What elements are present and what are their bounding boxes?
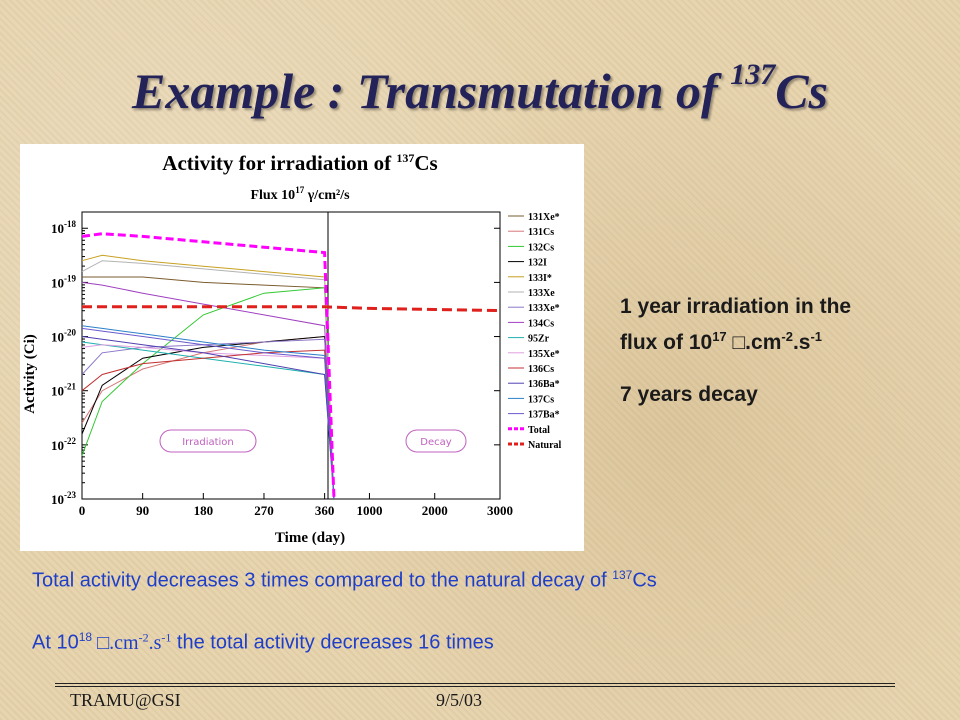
legend-entry: 133Xe*: [528, 303, 560, 314]
legend-entry: 95Zr: [528, 334, 550, 345]
legend-entry: Total: [528, 425, 550, 436]
region-label-box: [159, 429, 257, 453]
series-line: [81, 341, 335, 500]
legend-entry: 136Cs: [528, 364, 554, 375]
x-tick-label: 360: [315, 503, 335, 518]
chart: Activity for irradiation of 137Cs Flux 1…: [20, 144, 584, 551]
slide-title: Example : Transmutation of 137Cs: [131, 58, 829, 119]
legend-entry: 131Xe*: [528, 212, 560, 223]
x-tick-label: 0: [79, 503, 86, 518]
footer-org: TRAMU@GSI: [70, 690, 181, 710]
series-line: [81, 336, 335, 500]
decay-description: 7 years decay: [620, 383, 758, 406]
footer-divider: [55, 683, 895, 687]
x-tick-label: 180: [194, 503, 214, 518]
total-activity-note: Total activity decreases 3 times compare…: [32, 568, 657, 592]
series-line: [81, 325, 335, 500]
legend-entry: 135Xe*: [528, 349, 560, 360]
chart-subtitle: Flux 1017 γ/cm²/s: [250, 185, 350, 203]
x-axis-label: Time (day): [275, 530, 345, 546]
series-line: [81, 260, 335, 500]
x-tick-label: 270: [254, 503, 274, 518]
x-tick-label: 1000: [356, 503, 382, 518]
legend-entry: 132I: [528, 258, 547, 269]
y-tick-label: 10-21: [51, 382, 76, 399]
y-tick-label: 10-18: [51, 219, 76, 236]
x-tick-label: 90: [136, 503, 149, 518]
flux-note: At 1018 □.cm-2.s-1 the total activity de…: [32, 630, 494, 654]
series-line: [81, 338, 335, 500]
series-line: [81, 349, 335, 500]
footer-date: 9/5/03: [436, 690, 483, 710]
plot-frame: [81, 211, 501, 500]
region-label: Irradiation: [182, 437, 234, 448]
series-line: [81, 335, 335, 500]
series-line: [81, 327, 335, 500]
series-line: [81, 335, 335, 500]
irradiation-description: 1 year irradiation in the flux of 1017 □.…: [620, 295, 852, 354]
x-tick-label: 3000: [487, 503, 513, 518]
series-line: [81, 344, 335, 500]
legend-entry: 136Ba*: [528, 379, 560, 390]
legend-entry: 134Cs: [528, 318, 554, 329]
legend-entry: 131Cs: [528, 227, 554, 238]
legend-entry: 133I*: [528, 273, 552, 284]
info-panel: 1 year irradiation in the flux of 1017 □.…: [620, 292, 950, 432]
legend-entry: 137Cs: [528, 394, 554, 405]
y-tick-label: 10-22: [51, 436, 76, 453]
chart-title: Activity for irradiation of 137Cs: [162, 151, 437, 175]
region-label-box: [405, 429, 467, 453]
series-line: [81, 254, 335, 500]
x-tick-label: 2000: [422, 503, 448, 518]
series-line: [82, 305, 501, 313]
legend-entry: Natural: [528, 440, 562, 451]
series-line: [81, 232, 336, 500]
y-tick-label: 10-19: [51, 273, 76, 290]
series-line: [81, 281, 335, 500]
y-tick-label: 10-23: [51, 490, 76, 507]
series-line: [82, 276, 335, 500]
series-line: [81, 287, 335, 500]
legend-entry: 132Cs: [528, 242, 554, 253]
legend-entry: 137Ba*: [528, 410, 560, 421]
legend-entry: 133Xe: [528, 288, 555, 299]
region-label: Decay: [420, 437, 451, 448]
y-tick-label: 10-20: [51, 328, 76, 345]
y-axis-label: Activity (Ci): [22, 334, 38, 414]
activity-chart: Activity for irradiation of 137Cs Flux 1…: [22, 151, 562, 546]
